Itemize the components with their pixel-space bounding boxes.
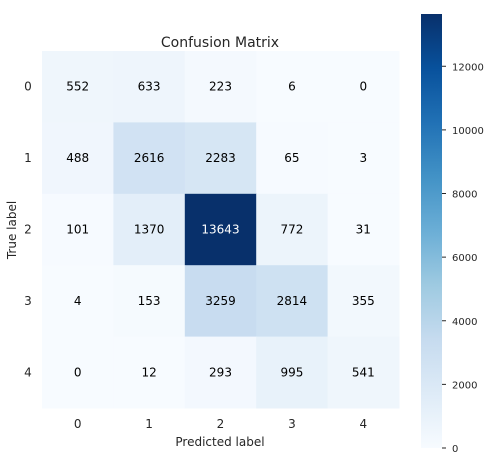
cell-value-label: 541 <box>352 365 375 379</box>
colorbar-tick-label: 8000 <box>452 190 477 201</box>
heatmap-cell <box>256 336 329 409</box>
cell-value-label: 995 <box>280 365 303 379</box>
heatmap-cell <box>256 122 329 195</box>
cell-value-label: 3259 <box>205 294 236 308</box>
colorbar <box>421 14 442 448</box>
heatmap-cell <box>184 122 257 195</box>
y-tick-label: 0 <box>24 80 32 94</box>
cell-value-label: 0 <box>359 80 367 94</box>
colorbar-tick-label: 6000 <box>452 253 477 264</box>
cell-value-label: 12 <box>141 365 156 379</box>
y-tick-label: 2 <box>24 223 32 237</box>
cell-value-label: 6 <box>288 80 296 94</box>
cell-value-label: 223 <box>209 80 232 94</box>
heatmap-cells <box>42 51 400 409</box>
y-tick-label: 1 <box>24 151 32 165</box>
y-axis-label: True label <box>5 201 19 260</box>
heatmap-cell <box>327 193 400 266</box>
heatmap-cell <box>184 265 257 338</box>
x-tick-label: 4 <box>359 417 367 431</box>
cell-value-label: 355 <box>352 294 375 308</box>
heatmap-cell <box>327 122 400 195</box>
cell-value-label: 552 <box>66 80 89 94</box>
cell-value-label: 2283 <box>205 151 236 165</box>
cell-value-label: 772 <box>280 223 303 237</box>
heatmap-cell <box>327 51 400 123</box>
cell-value-label: 3 <box>359 151 367 165</box>
heatmap-cell <box>113 336 186 409</box>
cell-value-label: 293 <box>209 365 232 379</box>
heatmap-cell <box>113 51 186 123</box>
y-tick-label: 4 <box>24 365 32 379</box>
cell-value-label: 1370 <box>134 223 165 237</box>
cell-value-label: 101 <box>66 223 89 237</box>
x-tick-label: 2 <box>217 417 225 431</box>
heatmap-cell <box>184 336 257 409</box>
cell-value-label: 4 <box>74 294 82 308</box>
colorbar-tick-label: 2000 <box>452 380 477 391</box>
heatmap-cell <box>42 336 114 409</box>
cell-value-label: 0 <box>74 365 82 379</box>
heatmap-cell <box>327 336 400 409</box>
cell-value-label: 2814 <box>277 294 308 308</box>
cell-value-label: 488 <box>66 151 89 165</box>
heatmap-cell <box>327 265 400 338</box>
heatmap-cell <box>42 122 114 195</box>
heatmap-cell <box>42 51 114 123</box>
chart-title: Confusion Matrix <box>161 35 279 51</box>
x-axis-ticks: 0 1 2 3 4 <box>74 417 367 431</box>
y-axis-ticks: 0 1 2 3 4 <box>24 80 32 380</box>
heatmap-cell <box>184 51 257 123</box>
cell-value-label: 633 <box>138 80 161 94</box>
y-tick-label: 3 <box>24 294 32 308</box>
colorbar-tick-label: 4000 <box>452 317 477 328</box>
heatmap-cell-labels: 552 633 223 6 0 488 2616 2283 65 3 101 1370 13643 772… <box>66 80 375 380</box>
heatmap-cell <box>256 193 329 266</box>
cell-value-label: 13643 <box>201 223 239 237</box>
colorbar-tick-label: 10000 <box>452 126 484 137</box>
cell-value-label: 153 <box>138 294 161 308</box>
colorbar-ticks: 0 2000 4000 6000 8000 10000 12000 <box>442 62 484 455</box>
heatmap-cell <box>113 193 186 266</box>
heatmap-cell <box>113 265 186 338</box>
colorbar-tick-label: 12000 <box>452 62 484 73</box>
x-tick-label: 1 <box>145 417 153 431</box>
heatmap-cell <box>113 122 186 195</box>
heatmap-cell <box>256 51 329 123</box>
cell-value-label: 2616 <box>134 151 165 165</box>
heatmap-cell <box>256 265 329 338</box>
x-axis-label: Predicted label <box>175 435 264 449</box>
x-tick-label: 0 <box>74 417 82 431</box>
cell-value-label: 65 <box>284 151 299 165</box>
heatmap-cell <box>42 265 114 338</box>
x-tick-label: 3 <box>288 417 296 431</box>
colorbar-tick-label: 0 <box>452 444 458 455</box>
heatmap-cell <box>42 193 114 266</box>
heatmap-cell <box>184 193 257 266</box>
cell-value-label: 31 <box>356 223 371 237</box>
